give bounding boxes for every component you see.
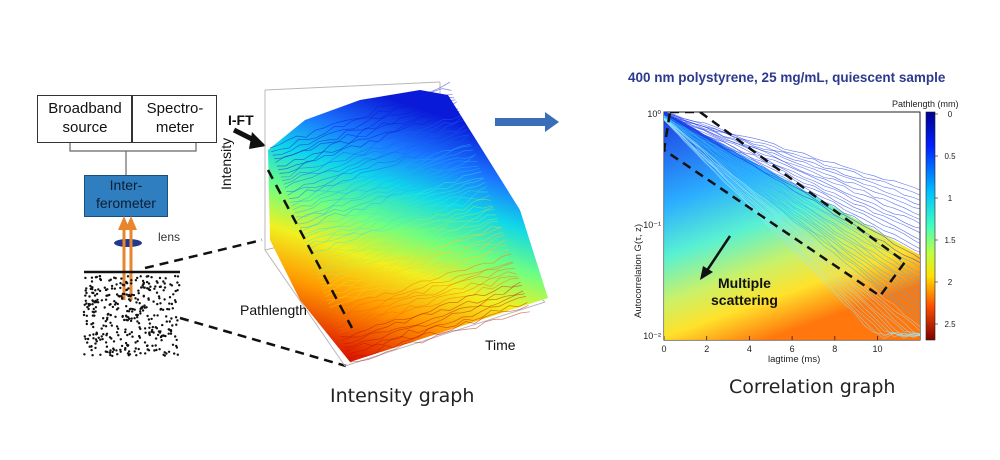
source-spectrometer-box — [37, 95, 217, 143]
correlation-graph-caption: Correlation graph — [729, 376, 896, 398]
x-tick-label: 8 — [832, 344, 837, 354]
x-tick-label: 2 — [704, 344, 709, 354]
x-tick-label: 10 — [872, 344, 882, 354]
correlation-title: 400 nm polystyrene, 25 mg/mL, quiescent … — [628, 70, 946, 85]
colorbar-label: Pathlength (mm) — [892, 99, 959, 109]
colorbar-tick-label: 2.5 — [944, 320, 956, 329]
y-tick-label: 10⁻² — [643, 331, 661, 341]
x-tick-label: 6 — [790, 344, 795, 354]
colorbar-tick-label: 1 — [948, 194, 953, 203]
lens-icon — [114, 239, 142, 247]
correlation-fan — [664, 112, 920, 340]
sample-medium — [82, 274, 181, 358]
colorbar — [925, 111, 936, 341]
arrow-right-icon — [495, 112, 559, 132]
x-tick-label: 4 — [747, 344, 752, 354]
source-label: Broadband source — [48, 100, 122, 136]
surface-noise — [269, 81, 531, 363]
colorbar-tick-label: 0 — [948, 110, 953, 119]
y-tick-label: 10⁻¹ — [643, 220, 661, 230]
interferometer-label: Inter-ferometer — [96, 177, 156, 211]
correlation-ylabel: Autocorrelation G(τ, z) — [633, 223, 644, 318]
correlation-xlabel: lagtime (ms) — [768, 354, 821, 365]
colorbar-tick-label: 0.5 — [944, 152, 956, 161]
box-divider — [131, 95, 133, 143]
lens-label: lens — [158, 230, 181, 244]
surface-body — [268, 90, 548, 362]
single-scattering-region — [664, 112, 907, 298]
spectrometer-label: Spectro-meter — [146, 100, 204, 136]
y-tick-label: 10⁰ — [647, 109, 661, 119]
interferometer-box — [84, 175, 168, 217]
colorbar-tick-label: 2 — [948, 278, 953, 287]
multiple-scattering-label: Multiple scattering — [711, 275, 778, 308]
ift-label: I-FT — [228, 112, 254, 128]
x-tick-label: 0 — [661, 344, 666, 354]
intensity-graph-caption: Intensity graph — [330, 385, 475, 407]
y-axis-label: Pathlength — [240, 302, 307, 318]
colorbar-tick-label: 1.5 — [944, 236, 956, 245]
correlation-curves — [664, 112, 920, 340]
x-axis-label: Time — [485, 337, 516, 353]
